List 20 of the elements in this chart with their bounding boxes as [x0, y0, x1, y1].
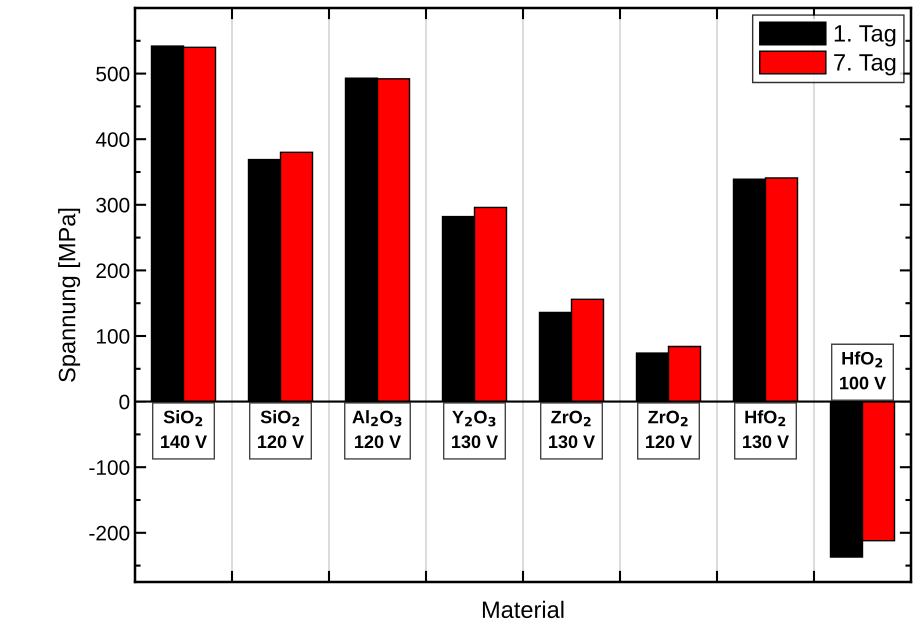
x-tick-label: HfO$_{2}$ 130 V	[743, 410, 789, 448]
y-tick-label: 300	[96, 198, 130, 213]
y-tick-label: 200	[96, 263, 130, 278]
x-tick-label: Al$_{2}$O$_{3}$ 120 V	[352, 410, 402, 448]
y-tick-label: -100	[89, 460, 130, 475]
legend-label: 7. Tag	[834, 54, 896, 76]
x-tick-label: HfO$_{2}$ 100 V	[840, 351, 886, 390]
x-axis-title: Material	[482, 600, 564, 618]
legend-label: 1. Tag	[834, 25, 896, 46]
x-tick-label: Y$_{2}$O$_{3}$ 130 V	[452, 410, 498, 448]
y-axis-title: Spannung [MPa]	[58, 208, 80, 382]
y-tick-label: 0	[119, 394, 130, 410]
x-tick-label: ZrO$_{2}$ 120 V	[646, 410, 692, 448]
y-tick-label: 500	[96, 66, 130, 82]
y-tick-label: 100	[96, 329, 130, 344]
x-tick-label: ZrO$_{2}$ 130 V	[549, 410, 595, 448]
x-tick-label: SiO$_{2}$ 120 V	[258, 410, 304, 448]
y-tick-label: -200	[89, 526, 130, 541]
x-tick-label: SiO$_{2}$ 140 V	[161, 410, 207, 448]
y-tick-label: 400	[96, 132, 130, 147]
